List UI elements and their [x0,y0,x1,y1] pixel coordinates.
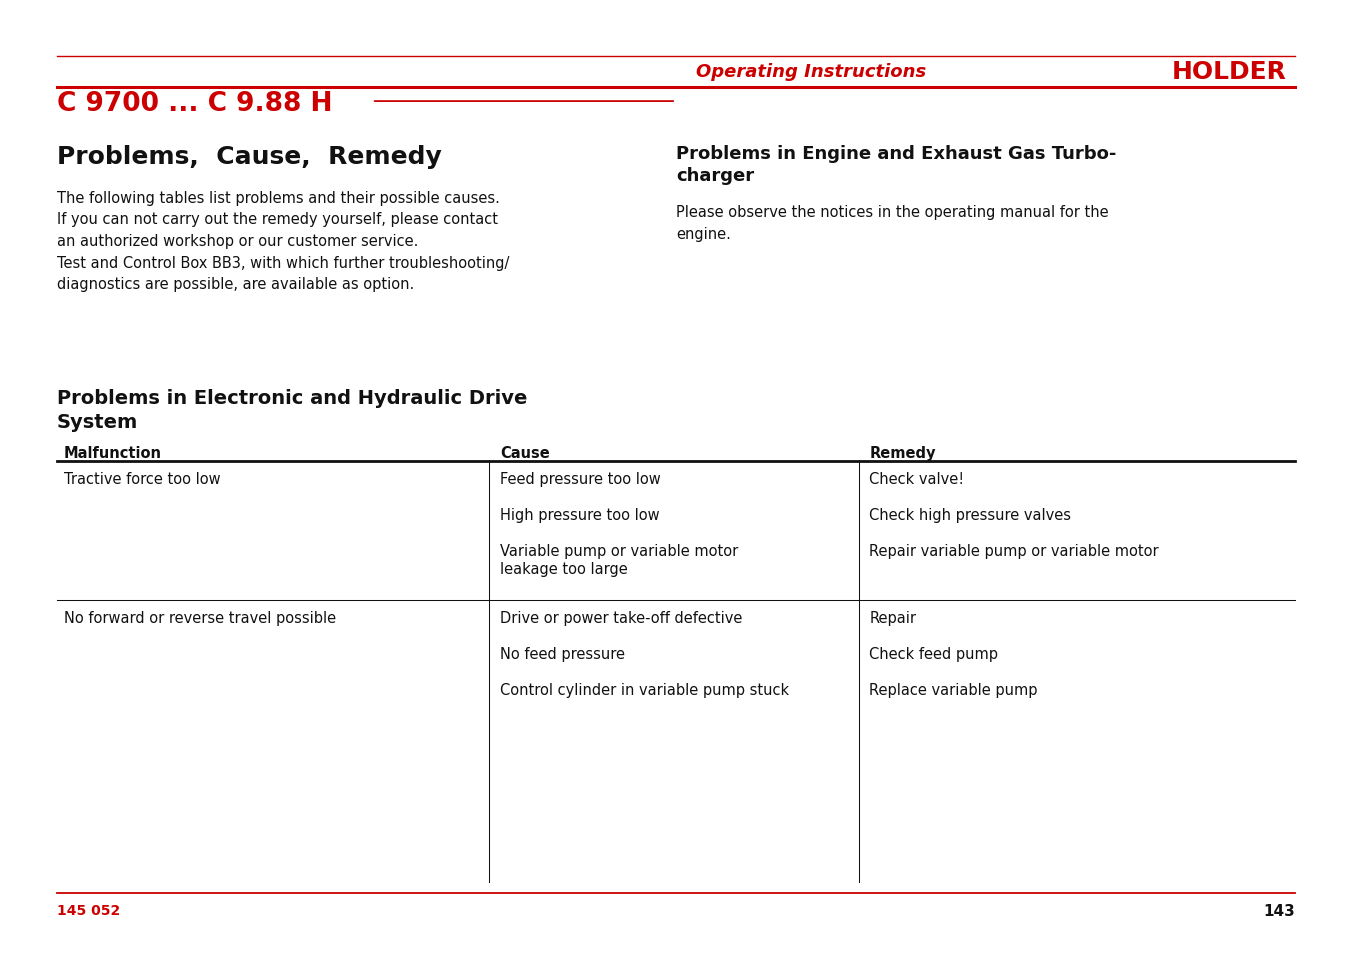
Text: Problems in Electronic and Hydraulic Drive
System: Problems in Electronic and Hydraulic Dri… [57,389,527,432]
Text: Check high pressure valves: Check high pressure valves [869,507,1071,522]
Text: 145 052: 145 052 [57,903,120,918]
Text: Problems,  Cause,  Remedy: Problems, Cause, Remedy [57,145,442,169]
Text: 143: 143 [1264,903,1295,919]
Text: Variable pump or variable motor
leakage too large: Variable pump or variable motor leakage … [500,543,738,577]
Text: Tractive force too low: Tractive force too low [64,472,220,487]
Text: No forward or reverse travel possible: No forward or reverse travel possible [64,610,335,625]
Text: Drive or power take-off defective: Drive or power take-off defective [500,610,742,625]
Text: C 9700 ... C 9.88 H: C 9700 ... C 9.88 H [57,91,333,116]
Text: No feed pressure: No feed pressure [500,646,625,661]
Text: Problems in Engine and Exhaust Gas Turbo-
charger: Problems in Engine and Exhaust Gas Turbo… [676,145,1117,184]
Text: Remedy: Remedy [869,446,936,461]
Text: Check feed pump: Check feed pump [869,646,998,661]
Text: Repair variable pump or variable motor: Repair variable pump or variable motor [869,543,1159,558]
Text: High pressure too low: High pressure too low [500,507,660,522]
Text: Please observe the notices in the operating manual for the
engine.: Please observe the notices in the operat… [676,205,1109,241]
Text: Replace variable pump: Replace variable pump [869,682,1038,698]
Text: Check valve!: Check valve! [869,472,964,487]
Text: Malfunction: Malfunction [64,446,161,461]
Text: Control cylinder in variable pump stuck: Control cylinder in variable pump stuck [500,682,790,698]
Text: Feed pressure too low: Feed pressure too low [500,472,661,487]
Text: Cause: Cause [500,446,550,461]
Text: Repair: Repair [869,610,917,625]
Text: The following tables list problems and their possible causes.
If you can not car: The following tables list problems and t… [57,191,510,292]
Text: Operating Instructions: Operating Instructions [696,63,926,80]
Text: HOLDER: HOLDER [1172,59,1287,84]
